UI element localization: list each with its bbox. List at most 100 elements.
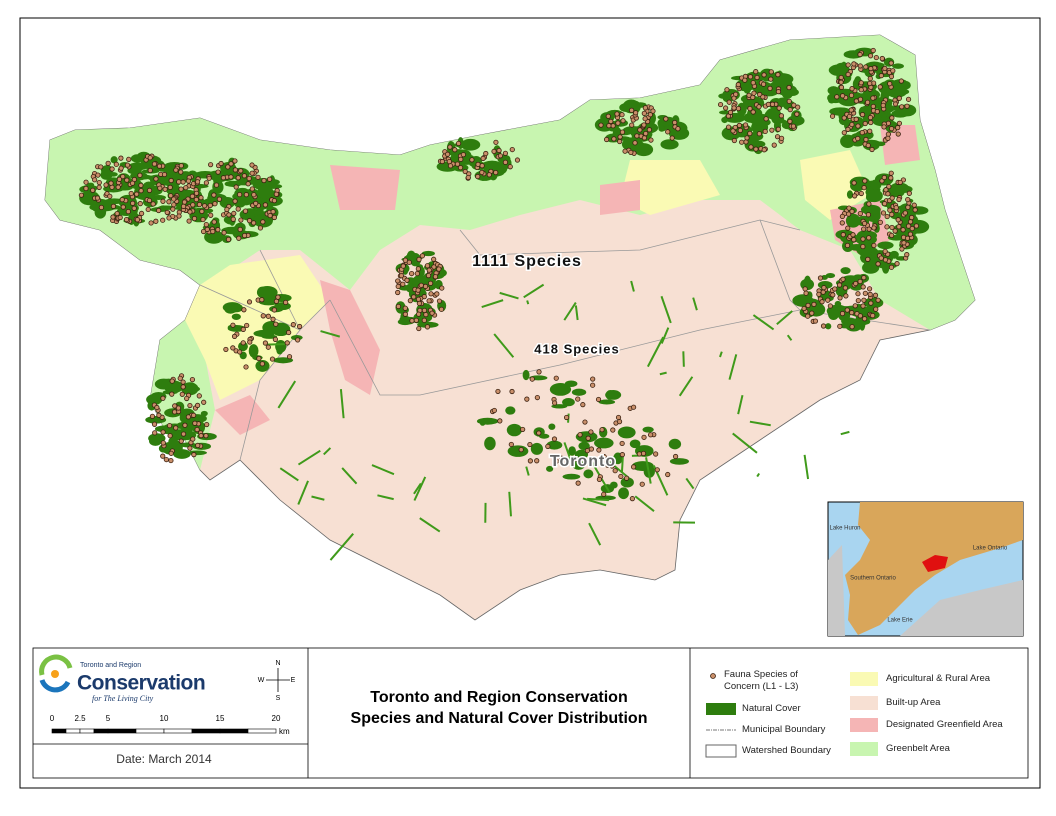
natural-cover — [505, 406, 516, 415]
species-point — [907, 231, 914, 237]
species-point — [748, 144, 754, 150]
species-point — [427, 280, 434, 286]
species-point — [168, 457, 174, 464]
species-point — [196, 201, 203, 208]
natural-cover-corridor — [732, 432, 758, 454]
natural-cover — [564, 380, 578, 387]
species-point — [167, 433, 173, 439]
species-point — [193, 190, 200, 196]
species-point — [395, 283, 401, 290]
species-point — [768, 69, 774, 75]
natural-cover-corridor — [311, 495, 325, 501]
species-point — [606, 123, 612, 129]
species-point — [185, 414, 192, 420]
species-point — [149, 413, 156, 419]
natural-cover-corridor — [582, 497, 607, 507]
species-point — [672, 453, 679, 460]
logo-sun — [51, 670, 59, 678]
species-point — [118, 165, 124, 171]
species-point — [742, 122, 749, 128]
species-point — [90, 187, 96, 193]
species-point — [841, 130, 847, 136]
species-point — [619, 440, 625, 447]
natural-cover-corridor — [297, 449, 321, 466]
species-point — [636, 451, 643, 457]
species-point — [850, 232, 856, 238]
legend-label: Greenbelt Area — [886, 743, 950, 754]
species-point — [590, 382, 596, 388]
species-point — [497, 153, 504, 159]
species-point — [223, 346, 229, 353]
species-point — [761, 72, 767, 78]
species-point — [809, 310, 815, 316]
species-point — [867, 128, 873, 134]
species-point — [868, 119, 874, 126]
species-point — [725, 124, 732, 130]
scale-segment — [51, 728, 67, 734]
species-point — [185, 178, 192, 184]
species-point — [877, 84, 883, 90]
species-point — [163, 456, 169, 463]
species-point — [172, 409, 178, 415]
species-point — [595, 396, 602, 403]
scale-segment — [107, 728, 137, 734]
logo-swoosh — [39, 679, 71, 693]
natural-cover — [840, 61, 847, 71]
species-point — [409, 318, 415, 324]
species-point — [604, 462, 611, 468]
municipal-boundary — [459, 219, 801, 256]
natural-cover — [866, 189, 883, 203]
species-point — [889, 211, 895, 218]
species-point — [754, 74, 760, 81]
natural-cover — [845, 213, 861, 228]
species-point — [527, 441, 533, 448]
species-point — [105, 160, 111, 166]
natural-cover-corridor — [574, 305, 579, 321]
species-point — [837, 295, 843, 301]
species-point — [611, 136, 617, 142]
species-point — [527, 458, 533, 464]
natural-cover — [605, 390, 615, 400]
species-point — [228, 161, 234, 167]
species-point — [235, 206, 241, 212]
natural-cover-corridor — [493, 333, 515, 358]
species-point — [864, 99, 871, 105]
scale-label: 20 — [272, 714, 281, 723]
species-point — [119, 197, 125, 203]
species-point — [425, 273, 432, 279]
species-point — [884, 224, 890, 230]
species-point — [911, 202, 917, 208]
map — [44, 34, 976, 621]
species-point — [599, 427, 605, 433]
species-point — [446, 158, 452, 165]
species-point — [240, 326, 246, 332]
species-point — [885, 131, 891, 137]
species-point — [126, 156, 132, 162]
species-point — [230, 345, 236, 351]
species-point — [253, 200, 259, 206]
legend-label: Watershed Boundary — [742, 745, 831, 756]
natural-cover — [181, 382, 199, 396]
species-point — [232, 198, 238, 204]
species-point — [879, 178, 885, 184]
species-point — [514, 157, 521, 163]
natural-cover — [578, 441, 590, 451]
species-point — [846, 113, 853, 120]
species-point — [637, 127, 643, 133]
species-point — [465, 174, 471, 181]
species-point — [897, 179, 903, 186]
species-point — [870, 95, 876, 101]
species-point — [166, 199, 172, 205]
species-point — [904, 103, 910, 109]
species-point — [559, 455, 565, 461]
logo-tagline: for The Living City — [92, 694, 154, 703]
species-point — [178, 163, 184, 169]
species-point — [552, 400, 558, 406]
species-point — [216, 196, 223, 202]
species-point — [156, 207, 162, 214]
species-point — [859, 129, 865, 136]
species-point — [767, 85, 773, 92]
species-point — [160, 440, 166, 446]
species-point — [905, 96, 912, 102]
species-point — [849, 86, 855, 92]
